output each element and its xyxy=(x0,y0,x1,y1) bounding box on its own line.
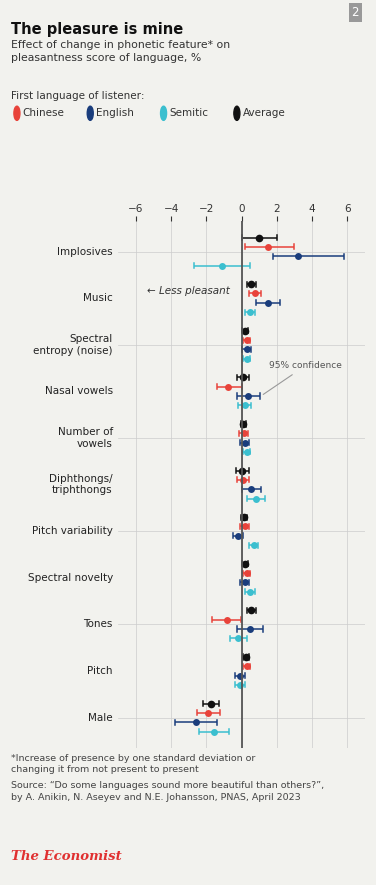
Text: English: English xyxy=(96,108,134,119)
Text: Chinese: Chinese xyxy=(23,108,64,119)
Text: Spectral
entropy (noise): Spectral entropy (noise) xyxy=(33,334,113,356)
Text: Semitic: Semitic xyxy=(169,108,208,119)
Text: Music: Music xyxy=(83,293,113,304)
Text: Spectral novelty: Spectral novelty xyxy=(27,573,113,582)
Text: First language of listener:: First language of listener: xyxy=(11,91,145,101)
Text: Nasal vowels: Nasal vowels xyxy=(45,387,113,396)
Text: The pleasure is mine: The pleasure is mine xyxy=(11,22,183,37)
Text: Pitch: Pitch xyxy=(87,666,113,676)
Text: 2: 2 xyxy=(352,6,359,19)
Text: 95% confidence: 95% confidence xyxy=(263,361,342,395)
Text: Male: Male xyxy=(88,712,113,722)
Text: Source: “Do some languages sound more beautiful than others?”,
by A. Anikin, N. : Source: “Do some languages sound more be… xyxy=(11,781,324,802)
Text: Tones: Tones xyxy=(83,620,113,629)
Text: Pitch variability: Pitch variability xyxy=(32,527,113,536)
Text: The Economist: The Economist xyxy=(11,850,122,863)
Text: ← Less pleasant: ← Less pleasant xyxy=(147,286,230,296)
Text: *Increase of presence by one standard deviation or
changing it from not present : *Increase of presence by one standard de… xyxy=(11,754,256,774)
Text: Diphthongs/
triphthongs: Diphthongs/ triphthongs xyxy=(49,473,113,496)
Text: Effect of change in phonetic feature* on
pleasantness score of language, %: Effect of change in phonetic feature* on… xyxy=(11,40,230,63)
Text: Number of
vowels: Number of vowels xyxy=(58,427,113,449)
Text: Average: Average xyxy=(243,108,285,119)
Text: Implosives: Implosives xyxy=(57,247,113,257)
